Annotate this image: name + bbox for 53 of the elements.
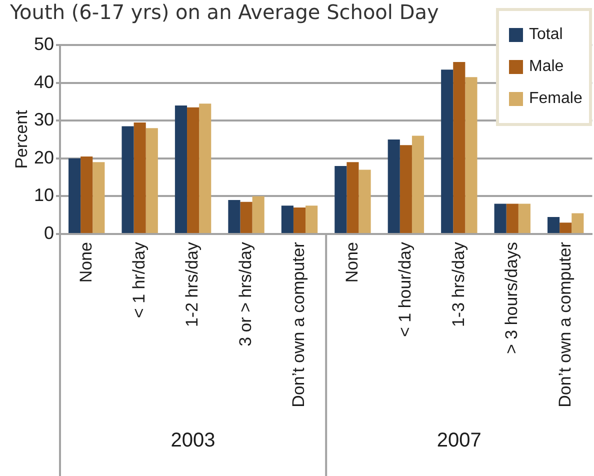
- bar: [334, 166, 347, 233]
- x-tick-label: Don’t own a computer: [555, 242, 574, 408]
- x-tick-label: < 1 hr/day: [130, 242, 149, 318]
- bar: [240, 202, 252, 233]
- bar: [252, 196, 264, 233]
- bar: [465, 77, 478, 233]
- bar: [453, 62, 466, 233]
- bar: [134, 122, 146, 233]
- bar: [122, 126, 134, 233]
- y-tick-label: 20: [34, 147, 54, 168]
- bar: [494, 204, 506, 233]
- bar: [281, 206, 294, 233]
- bar: [506, 204, 518, 233]
- bar: [68, 158, 81, 233]
- x-tick-label: None: [76, 242, 96, 283]
- x-tick-label: Don’t own a computer: [289, 242, 308, 408]
- bar: [518, 204, 530, 233]
- legend-label: Male: [529, 58, 564, 76]
- y-tick-label: 40: [34, 72, 54, 92]
- y-tick-label: 10: [34, 185, 54, 206]
- x-tick-label: 1-3 hrs/day: [448, 242, 468, 328]
- bar: [199, 104, 212, 233]
- bar: [346, 162, 359, 233]
- bar: [548, 216, 560, 233]
- bar: [174, 105, 188, 233]
- bar: [293, 208, 306, 233]
- legend-label: Total: [529, 26, 563, 44]
- x-tick-label: < 1 hour/day: [396, 242, 415, 337]
- bar: [187, 107, 200, 233]
- y-tick-label: 30: [34, 110, 54, 130]
- bar: [306, 206, 318, 233]
- chart-title: Youth (6-17 yrs) on an Average School Day: [9, 0, 439, 24]
- bar: [80, 156, 93, 233]
- bar: [560, 222, 572, 233]
- x-tick-label: None: [342, 242, 362, 283]
- bar: [412, 136, 424, 233]
- y-tick-label: 50: [34, 34, 54, 54]
- bar: [358, 170, 371, 233]
- text: 2007: [436, 430, 482, 452]
- bar: [572, 213, 584, 233]
- bar: [400, 145, 412, 233]
- x-tick-label: > 3 hours/days: [502, 242, 522, 354]
- y-tick-label: 0: [44, 222, 54, 243]
- bar: [388, 140, 400, 233]
- bar: [92, 162, 105, 233]
- bar: [441, 70, 454, 233]
- legend-label: Female: [529, 90, 582, 108]
- text: 2003: [170, 430, 216, 452]
- bar: [146, 128, 158, 233]
- x-tick-label: 3 or > hrs/day: [236, 242, 255, 346]
- x-tick-label: 1-2 hrs/day: [182, 242, 202, 328]
- y-axis-title: Percent: [12, 110, 31, 169]
- bar: [228, 200, 240, 233]
